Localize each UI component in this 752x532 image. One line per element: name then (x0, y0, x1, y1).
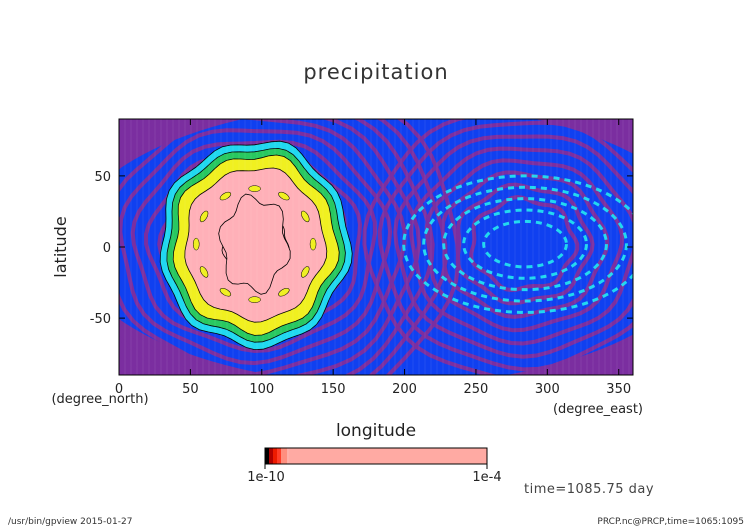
colorbar: 1e-10 1e-4 (247, 447, 502, 485)
cyan-arc-1 (422, 185, 628, 303)
colorbar-segment-0 (265, 448, 269, 464)
yellow-fragment-7 (199, 210, 209, 223)
axis-ticks: 0 50 100 150 200 250 300 350 -50 0 50 (90, 119, 633, 397)
y-tick-label-0: 0 (103, 241, 111, 256)
yellow-fragment-6 (192, 237, 200, 251)
colorbar-max-label: 1e-4 (472, 470, 501, 485)
yellow-fragment-8 (219, 191, 232, 201)
plot-area (119, 119, 633, 375)
cyan-arc-2 (442, 197, 608, 292)
footer-left: /usr/bin/gpview 2015-01-27 (8, 517, 133, 527)
yellow-fragment-2 (278, 288, 290, 297)
cyan-arc-0 (402, 174, 633, 314)
colorbar-segment-1 (269, 448, 273, 464)
cyan-arc-4 (482, 219, 568, 269)
storm-pink-centre (218, 193, 291, 295)
yellow-fragment-9 (248, 185, 261, 192)
x-tick-label-0: 0 (115, 382, 123, 397)
main-storm (159, 140, 353, 351)
time-label: time=1085.75 day (524, 482, 655, 497)
y-axis-label: latitude (51, 216, 70, 277)
yellow-fragment-11 (301, 210, 310, 223)
footer-right: PRCP.nc@PRCP,time=1065:1095 (597, 517, 744, 527)
y-tick-label--50: -50 (90, 312, 111, 327)
x-tick-label-50: 50 (182, 382, 199, 397)
colorbar-frame (264, 447, 488, 465)
x-tick-label-350: 350 (606, 382, 631, 397)
colorbar-segment-5 (287, 448, 487, 464)
yellow-fragment-10 (278, 191, 290, 201)
x-tick-label-150: 150 (321, 382, 346, 397)
yellow-fragment-5 (199, 266, 209, 278)
yellow-fragment-3 (248, 296, 261, 303)
yellow-fragment-4 (219, 288, 232, 297)
cyan-arc-3 (462, 208, 588, 280)
x-tick-label-250: 250 (464, 382, 489, 397)
secondary-storm (402, 174, 633, 314)
band-main-4 (119, 119, 407, 375)
band-main-5 (119, 119, 422, 375)
colorbar-segment-3 (277, 448, 281, 464)
x-tick-label-200: 200 (392, 382, 417, 397)
colorbar-min-label: 1e-10 (247, 470, 285, 485)
x-axis-label: longitude (336, 421, 416, 441)
x-tick-label-300: 300 (535, 382, 560, 397)
x-tick-label-100: 100 (249, 382, 274, 397)
band-sec-0 (469, 194, 580, 293)
yellow-fragment-1 (301, 266, 310, 278)
band-sec-5 (393, 134, 633, 359)
band-main-2 (130, 139, 377, 354)
band-sec-1 (455, 182, 595, 306)
yellow-fragment-0 (309, 237, 317, 251)
band-main-3 (119, 128, 393, 366)
band-sec-7 (362, 119, 633, 375)
colorbar-segment-4 (281, 448, 287, 464)
band-sec-6 (377, 120, 633, 372)
band-sec-3 (424, 158, 625, 333)
y-axis-unit: (degree_north) (51, 392, 148, 407)
colorbar-segment-2 (273, 448, 277, 464)
x-axis-unit: (degree_east) (553, 402, 643, 417)
y-tick-label-50: 50 (94, 170, 111, 185)
band-sec-4 (409, 146, 633, 346)
chart-title: precipitation (303, 60, 449, 84)
